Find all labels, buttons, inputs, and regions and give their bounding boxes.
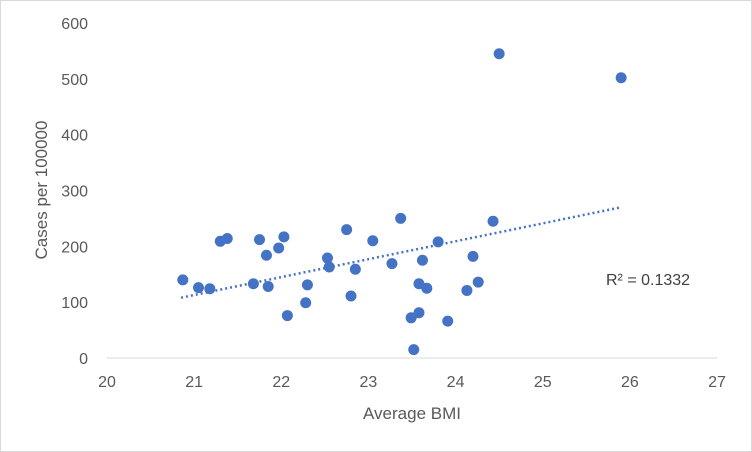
data-point (193, 282, 204, 294)
data-point (408, 344, 420, 356)
y-axis-ticks: 0 100 200 300 400 500 600 (61, 16, 88, 368)
y-axis-title: Cases per 100000 (32, 121, 51, 260)
y-tick-label: 0 (79, 351, 88, 368)
data-point (493, 48, 505, 60)
data-point (273, 242, 285, 254)
r-squared-label: R² = 0.1332 (606, 272, 690, 289)
x-tick-label: 21 (185, 374, 203, 391)
data-point (341, 224, 353, 236)
data-point (615, 72, 627, 84)
y-tick-label: 200 (61, 239, 88, 256)
x-axis-ticks: 20 21 22 23 24 25 26 27 (98, 374, 726, 391)
data-point (432, 236, 444, 248)
data-point (421, 282, 433, 294)
y-tick-label: 500 (61, 72, 88, 89)
data-point (487, 215, 499, 227)
data-point (386, 258, 398, 270)
x-tick-label: 27 (708, 374, 726, 391)
data-point (301, 279, 313, 291)
data-point (262, 281, 274, 293)
x-tick-label: 23 (360, 374, 378, 391)
data-point (323, 261, 335, 273)
data-point (367, 235, 379, 247)
y-tick-label: 600 (61, 16, 88, 33)
data-point (405, 312, 417, 324)
data-point (467, 250, 479, 262)
data-point (321, 252, 333, 264)
y-tick-label: 400 (61, 128, 88, 145)
data-point (254, 234, 265, 246)
x-axis-title: Average BMI (363, 404, 461, 423)
data-point (281, 310, 293, 322)
data-point (204, 283, 216, 295)
data-point (349, 263, 361, 275)
x-tick-label: 24 (447, 374, 465, 391)
data-point (442, 315, 454, 327)
y-tick-label: 100 (61, 295, 88, 312)
data-point (472, 276, 484, 288)
y-tick-label: 300 (61, 184, 88, 201)
data-point (177, 274, 189, 286)
data-point (247, 278, 259, 290)
x-tick-label: 25 (534, 374, 552, 391)
data-point (278, 231, 290, 243)
data-point (260, 249, 272, 261)
data-point (461, 284, 473, 296)
x-tick-label: 20 (98, 374, 116, 391)
data-point (300, 297, 312, 309)
data-point (395, 212, 407, 224)
data-point (345, 290, 357, 302)
data-point (221, 233, 233, 245)
x-tick-label: 22 (272, 374, 290, 391)
data-points (177, 48, 627, 356)
x-tick-label: 26 (621, 374, 639, 391)
data-point (416, 254, 428, 266)
data-point (413, 307, 425, 319)
